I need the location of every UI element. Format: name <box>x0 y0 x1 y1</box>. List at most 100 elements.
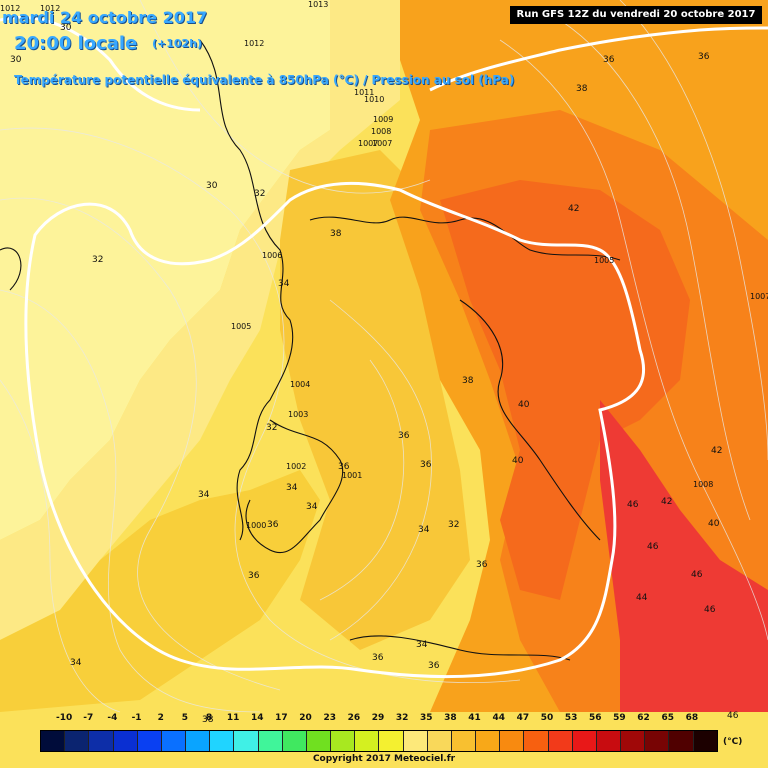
temperature-label: 36 <box>248 571 260 581</box>
pressure-label: 1005 <box>594 256 614 265</box>
temperature-label: 30 <box>206 181 218 191</box>
temperature-label: 32 <box>448 520 459 530</box>
field-red-orange <box>440 180 690 600</box>
temperature-label: 40 <box>708 519 720 529</box>
pressure-label: 1010 <box>364 95 384 104</box>
pressure-label: 1003 <box>288 410 308 419</box>
legend-swatch <box>113 731 138 751</box>
legend-swatch <box>234 731 259 751</box>
run-label: Run GFS 12Z du vendredi 20 octobre 2017 <box>510 6 762 24</box>
pressure-label: 1005 <box>231 322 251 331</box>
pressure-label: 1000 <box>246 521 266 530</box>
legend-swatch <box>476 731 501 751</box>
temperature-label: 38 <box>576 84 588 94</box>
temperature-label: 30 <box>60 23 72 33</box>
legend-tick: 14 <box>251 713 264 723</box>
pressure-label: 1007 <box>372 139 392 148</box>
pressure-label: 1012 <box>40 4 60 13</box>
temperature-label: 42 <box>568 204 579 214</box>
temperature-label: 38 <box>330 229 342 239</box>
pressure-label: 1006 <box>262 251 282 260</box>
isotherm-highlight-north <box>429 26 768 92</box>
pressure-label: 1007 <box>750 292 768 301</box>
temperature-label: 36 <box>420 460 432 470</box>
temperature-label: 36 <box>603 55 615 65</box>
legend-swatch <box>41 731 66 751</box>
legend-tick: 35 <box>420 713 433 723</box>
legend-tick: 32 <box>395 713 409 723</box>
temperature-label: 46 <box>727 711 739 721</box>
field-light <box>0 0 400 640</box>
legend-tick: -7 <box>83 713 94 723</box>
temperature-label: 42 <box>711 446 722 456</box>
temperature-label: 34 <box>198 490 210 500</box>
isobars <box>0 0 768 713</box>
temperature-label: 36 <box>428 661 440 671</box>
legend-tick: 2 <box>157 713 164 723</box>
temperature-label: 34 <box>278 279 290 289</box>
legend-swatch <box>161 731 187 751</box>
temperature-label: 36 <box>372 653 384 663</box>
legend-swatch <box>210 731 235 751</box>
legend-swatch <box>65 731 90 751</box>
legend-tick: 29 <box>371 713 385 723</box>
legend-swatch <box>379 731 404 751</box>
temperature-label: 32 <box>254 189 265 199</box>
temperature-label: 36 <box>476 560 488 570</box>
legend-tick: 17 <box>275 713 288 723</box>
temperature-label: 34 <box>418 525 430 535</box>
pressure-label: 1002 <box>286 462 306 471</box>
temperature-label: 40 <box>512 456 524 466</box>
temperature-label: 46 <box>691 570 703 580</box>
temperature-labels: 30 30 30 32 32 32 34 36 38 38 36 42 38 3… <box>10 23 739 725</box>
forecast-date: mardi 24 octobre 2017 <box>2 8 208 27</box>
legend-tick: 41 <box>468 713 481 723</box>
temperature-label: 40 <box>518 400 530 410</box>
temperature-label: 36 <box>338 462 350 472</box>
temperature-label: 36 <box>398 431 410 441</box>
legend-swatch <box>596 731 622 751</box>
temperature-label: 46 <box>704 605 716 615</box>
forecast-time: 20:00 locale <box>14 33 138 54</box>
legend-tick: 62 <box>637 713 650 723</box>
pressure-label: 1012 <box>0 4 20 13</box>
legend-unit: (°C) <box>723 737 743 747</box>
temperature-label: 32 <box>266 423 277 433</box>
field-gold-sw <box>0 470 320 712</box>
legend-swatch <box>548 731 573 751</box>
legend-tick: 8 <box>205 713 213 723</box>
legend-swatch <box>403 731 428 751</box>
legend-swatch <box>89 731 114 751</box>
legend-swatch <box>669 731 694 751</box>
legend-tick: 47 <box>516 713 530 723</box>
legend-tick: 53 <box>564 713 578 723</box>
legend-swatch <box>572 731 597 751</box>
isotherm-highlight-nw <box>0 15 201 112</box>
map-subtitle: Température potentielle équivalente à 85… <box>14 73 515 87</box>
temperature-label: 46 <box>627 500 639 510</box>
pressure-label: 1009 <box>373 115 393 124</box>
legend-swatch <box>427 731 452 751</box>
legend-tick: 65 <box>661 713 674 723</box>
temperature-label: 30 <box>10 55 22 65</box>
legend-swatch <box>451 731 477 751</box>
temperature-label: 46 <box>647 542 659 552</box>
legend-swatch <box>500 731 525 751</box>
color-legend <box>40 730 718 752</box>
legend-tick: -10 <box>56 713 73 723</box>
legend-swatch <box>693 731 717 751</box>
legend-swatch <box>621 731 646 751</box>
copyright: Copyright 2017 Meteociel.fr <box>312 754 456 764</box>
legend-tick: 38 <box>444 713 457 723</box>
legend-swatch <box>355 731 380 751</box>
legend-swatch <box>282 731 307 751</box>
temperature-label: 32 <box>92 255 103 265</box>
legend-tick: -4 <box>107 713 118 723</box>
legend-swatch <box>306 731 332 751</box>
pressure-label: 1001 <box>342 471 362 480</box>
temperature-label: 42 <box>661 497 672 507</box>
coastlines <box>0 39 621 661</box>
legend-tick: 20 <box>299 713 312 723</box>
legend-tick: 68 <box>685 713 699 723</box>
